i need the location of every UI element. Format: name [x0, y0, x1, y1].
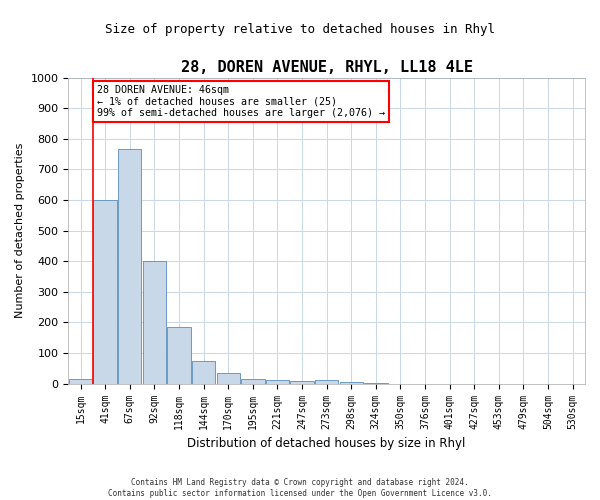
Bar: [118, 150, 142, 384]
Bar: [290, 380, 314, 384]
X-axis label: Distribution of detached houses by size in Rhyl: Distribution of detached houses by size …: [187, 437, 466, 450]
Bar: [167, 327, 191, 384]
Y-axis label: Number of detached properties: Number of detached properties: [15, 143, 25, 318]
Bar: [266, 380, 289, 384]
Bar: [94, 200, 117, 384]
Text: Contains HM Land Registry data © Crown copyright and database right 2024.
Contai: Contains HM Land Registry data © Crown c…: [108, 478, 492, 498]
Bar: [364, 383, 388, 384]
Bar: [192, 360, 215, 384]
Text: 28 DOREN AVENUE: 46sqm
← 1% of detached houses are smaller (25)
99% of semi-deta: 28 DOREN AVENUE: 46sqm ← 1% of detached …: [97, 85, 385, 118]
Title: 28, DOREN AVENUE, RHYL, LL18 4LE: 28, DOREN AVENUE, RHYL, LL18 4LE: [181, 60, 473, 75]
Bar: [241, 379, 265, 384]
Bar: [315, 380, 338, 384]
Bar: [217, 373, 240, 384]
Bar: [69, 379, 92, 384]
Text: Size of property relative to detached houses in Rhyl: Size of property relative to detached ho…: [105, 22, 495, 36]
Bar: [340, 382, 363, 384]
Bar: [143, 261, 166, 384]
